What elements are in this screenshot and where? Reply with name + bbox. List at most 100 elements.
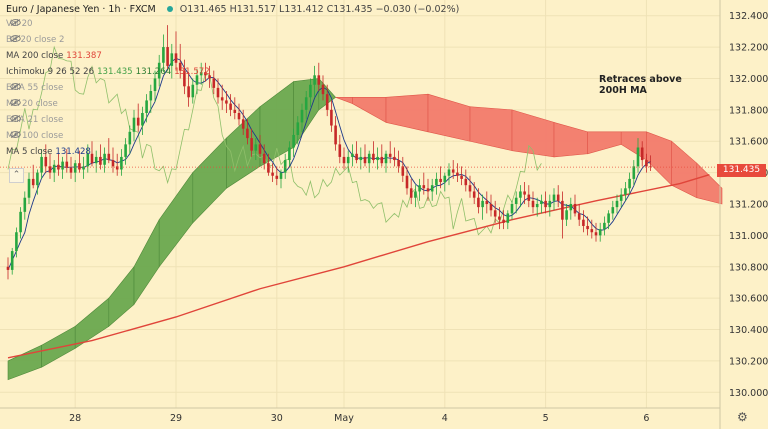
candle[interactable] bbox=[334, 116, 337, 151]
candle[interactable] bbox=[342, 147, 346, 170]
candle[interactable] bbox=[531, 191, 535, 214]
indicator-row[interactable]: MA 100 close bbox=[6, 131, 63, 142]
candle[interactable] bbox=[351, 144, 354, 167]
candle[interactable] bbox=[300, 103, 304, 132]
candle[interactable] bbox=[401, 156, 405, 183]
candle[interactable] bbox=[468, 175, 472, 198]
candle[interactable] bbox=[414, 185, 417, 208]
candle[interactable] bbox=[405, 166, 409, 195]
candle[interactable] bbox=[577, 204, 581, 226]
candle[interactable] bbox=[514, 191, 518, 214]
candle[interactable] bbox=[157, 54, 161, 87]
candle[interactable] bbox=[153, 70, 157, 102]
candle[interactable] bbox=[594, 222, 598, 242]
candle[interactable] bbox=[498, 207, 501, 230]
candle[interactable] bbox=[166, 25, 169, 70]
candle[interactable] bbox=[481, 194, 484, 220]
candle[interactable] bbox=[363, 144, 367, 167]
candle[interactable] bbox=[107, 138, 111, 164]
indicator-row[interactable]: MA 5 close 131.428 bbox=[6, 147, 91, 158]
candle[interactable] bbox=[397, 150, 400, 173]
candle[interactable] bbox=[199, 62, 203, 85]
candle[interactable] bbox=[233, 97, 237, 120]
candle[interactable] bbox=[489, 194, 493, 217]
candle[interactable] bbox=[6, 257, 10, 280]
candle[interactable] bbox=[94, 150, 98, 173]
candle[interactable] bbox=[582, 210, 585, 233]
candle[interactable] bbox=[426, 178, 430, 201]
candle[interactable] bbox=[124, 138, 127, 165]
candle[interactable] bbox=[241, 109, 245, 135]
candle[interactable] bbox=[556, 185, 560, 208]
candle[interactable] bbox=[460, 166, 463, 186]
candle[interactable] bbox=[178, 43, 182, 79]
candle[interactable] bbox=[115, 153, 119, 176]
candle[interactable] bbox=[540, 194, 543, 214]
candle[interactable] bbox=[250, 128, 253, 157]
candle[interactable] bbox=[615, 194, 619, 214]
candle[interactable] bbox=[15, 227, 18, 258]
candle[interactable] bbox=[229, 94, 232, 117]
hidden-eye-icon[interactable] bbox=[10, 131, 21, 138]
candle[interactable] bbox=[603, 216, 606, 236]
hidden-eye-icon[interactable] bbox=[10, 115, 21, 122]
candle[interactable] bbox=[309, 78, 312, 107]
candle[interactable] bbox=[288, 141, 291, 167]
candle[interactable] bbox=[372, 141, 375, 164]
candle[interactable] bbox=[624, 182, 627, 201]
candle[interactable] bbox=[359, 147, 363, 170]
candle[interactable] bbox=[380, 144, 384, 167]
candle[interactable] bbox=[65, 149, 69, 173]
candle[interactable] bbox=[586, 216, 589, 236]
candle[interactable] bbox=[611, 200, 615, 220]
candle[interactable] bbox=[645, 153, 648, 173]
candle[interactable] bbox=[225, 91, 228, 113]
candle[interactable] bbox=[262, 144, 266, 170]
candle[interactable] bbox=[275, 166, 279, 186]
candle[interactable] bbox=[535, 197, 539, 217]
candle[interactable] bbox=[649, 155, 652, 172]
candle[interactable] bbox=[527, 185, 531, 208]
candle[interactable] bbox=[628, 172, 631, 195]
candle[interactable] bbox=[183, 59, 186, 95]
candle[interactable] bbox=[237, 103, 241, 126]
candle[interactable] bbox=[220, 84, 224, 110]
candle[interactable] bbox=[279, 169, 283, 189]
candle[interactable] bbox=[422, 172, 426, 195]
candle[interactable] bbox=[103, 147, 106, 173]
candle[interactable] bbox=[430, 178, 434, 201]
candle[interactable] bbox=[111, 147, 115, 173]
candle[interactable] bbox=[447, 163, 451, 186]
indicator-row[interactable]: MA 200 close 131.387 bbox=[6, 51, 102, 62]
candle[interactable] bbox=[162, 34, 165, 73]
candle[interactable] bbox=[208, 65, 211, 88]
candle[interactable] bbox=[569, 197, 573, 220]
candle[interactable] bbox=[472, 182, 476, 204]
candle[interactable] bbox=[523, 182, 526, 204]
candle[interactable] bbox=[90, 141, 94, 167]
candle[interactable] bbox=[418, 178, 421, 201]
chart-annotation[interactable]: Retraces above 200H MA bbox=[599, 74, 682, 96]
candle[interactable] bbox=[267, 153, 270, 176]
candle[interactable] bbox=[31, 164, 35, 189]
candle[interactable] bbox=[246, 119, 249, 145]
candle[interactable] bbox=[296, 116, 300, 145]
candle[interactable] bbox=[338, 134, 342, 164]
candle[interactable] bbox=[136, 103, 140, 132]
candle[interactable] bbox=[367, 150, 371, 173]
candle[interactable] bbox=[590, 219, 594, 239]
candle[interactable] bbox=[57, 153, 60, 176]
candle[interactable] bbox=[376, 147, 379, 170]
candle[interactable] bbox=[40, 149, 43, 179]
candle[interactable] bbox=[44, 144, 48, 173]
hidden-eye-icon[interactable] bbox=[10, 99, 21, 106]
candle[interactable] bbox=[271, 163, 274, 183]
candle[interactable] bbox=[355, 141, 358, 164]
candle[interactable] bbox=[502, 210, 505, 230]
candle[interactable] bbox=[485, 191, 489, 214]
candle[interactable] bbox=[384, 150, 388, 173]
candle[interactable] bbox=[464, 169, 468, 192]
candle[interactable] bbox=[212, 70, 216, 95]
candle[interactable] bbox=[304, 91, 308, 120]
